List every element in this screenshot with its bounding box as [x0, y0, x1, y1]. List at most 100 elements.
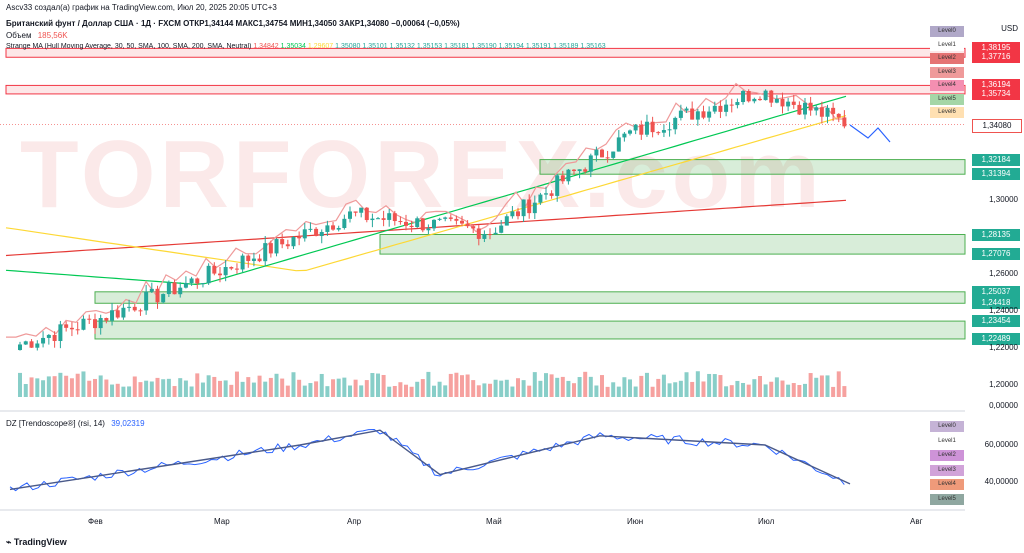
candle-body — [206, 265, 211, 284]
resistance-zone — [5, 84, 966, 95]
tradingview-icon: ⌁ — [6, 537, 14, 547]
volume-bar — [819, 375, 824, 397]
volume-bar — [110, 384, 115, 397]
volume-bar — [404, 384, 408, 397]
level-chip: Level4 — [930, 80, 964, 91]
candle-body — [308, 228, 313, 230]
resistance-zone — [5, 47, 966, 58]
price-tick: 1,24000 — [989, 306, 1018, 315]
candle-body — [616, 137, 621, 152]
ma-value: 1,35191 — [523, 43, 552, 50]
volume-bar — [831, 386, 836, 397]
volume-bar — [200, 382, 205, 397]
volume-bar — [588, 376, 593, 397]
volume-bar — [23, 384, 28, 397]
candle-body — [325, 225, 330, 232]
volume-bar — [263, 381, 268, 397]
volume-bar — [218, 380, 222, 397]
ma-value: 1,29607 — [305, 43, 334, 50]
price-badge: 1,34080 — [972, 118, 1022, 133]
volume-bar — [308, 383, 313, 397]
rsi-level-chip: Level1 — [930, 435, 964, 447]
candle-body — [359, 207, 364, 213]
volume-legend: Объем 185,56K — [6, 31, 68, 40]
volume-bar — [370, 373, 375, 397]
volume-bar — [560, 376, 565, 397]
candle-body — [707, 111, 712, 118]
candle-body — [127, 306, 132, 308]
candle-body — [701, 111, 706, 118]
x-label-aug: Авг — [910, 517, 923, 526]
tradingview-logo[interactable]: ⌁ TradingView — [6, 537, 67, 548]
volume-bar — [527, 385, 532, 397]
candle-body — [35, 343, 40, 348]
candle-body — [93, 319, 97, 329]
volume-bar — [803, 383, 807, 397]
candle-body — [155, 288, 160, 303]
volume-bar — [763, 384, 768, 397]
volume-bar — [409, 386, 414, 397]
ma-value: 1,35132 — [387, 43, 415, 50]
candle-body — [724, 104, 729, 112]
candle-body — [387, 213, 392, 220]
candle-body — [183, 282, 188, 288]
candle-body — [251, 258, 256, 261]
volume-bar — [538, 380, 543, 397]
volume-bar — [724, 386, 729, 397]
volume-bar — [392, 385, 397, 397]
candle-body — [398, 221, 403, 223]
candle-body — [594, 149, 599, 156]
volume-bar — [791, 383, 796, 397]
volume-bar — [359, 385, 364, 397]
candle-body — [532, 202, 537, 214]
x-label-apr: Апр — [347, 517, 362, 526]
candle-body — [218, 273, 222, 276]
candle-body — [695, 111, 700, 120]
candle-body — [819, 107, 824, 117]
level-chip: Level1 — [930, 39, 964, 51]
volume-label: Объем — [6, 31, 32, 40]
candle-body — [69, 327, 74, 330]
volume-bar — [29, 377, 34, 397]
rsi-level-chip: Level0 — [930, 421, 964, 432]
candle-body — [661, 130, 666, 133]
volume-bar — [780, 380, 785, 397]
level-chip: Level5 — [930, 93, 964, 105]
candle-body — [415, 218, 420, 227]
volume-bar — [746, 384, 751, 397]
candle-body — [420, 218, 425, 231]
candle-body — [291, 237, 296, 247]
candle-body — [87, 318, 92, 320]
volume-bar — [836, 371, 841, 397]
price-badge: 1,32184 — [972, 153, 1020, 166]
candle-body — [178, 287, 183, 295]
volume-bar — [448, 373, 453, 397]
price-tick: 1,22000 — [989, 343, 1018, 352]
candle-body — [52, 334, 57, 341]
volume-bar — [376, 373, 380, 397]
ma-value: 1,35190 — [469, 43, 497, 50]
volume-bar — [381, 374, 386, 397]
candle-body — [836, 113, 841, 118]
volume-bar — [115, 383, 120, 397]
candle-body — [348, 211, 352, 219]
ma200-line — [5, 199, 847, 257]
candle-body — [121, 307, 126, 318]
candle-body — [758, 98, 762, 101]
candle-body — [493, 232, 498, 235]
price-badge: 1,37716 — [972, 51, 1020, 64]
volume-bar — [285, 385, 290, 397]
candle-body — [577, 169, 582, 172]
volume-bar — [532, 372, 537, 397]
candle-body — [454, 218, 459, 221]
rsi-value: 39,02319 — [111, 419, 145, 428]
ma-value: 1,35163 — [578, 43, 606, 50]
volume-bar — [166, 378, 171, 397]
candle-body — [58, 324, 63, 341]
candle-body — [735, 102, 740, 106]
branding-text: TradingView — [13, 537, 67, 547]
volume-bar — [460, 375, 464, 397]
candle-body — [18, 344, 22, 351]
volume-bar — [825, 375, 830, 397]
